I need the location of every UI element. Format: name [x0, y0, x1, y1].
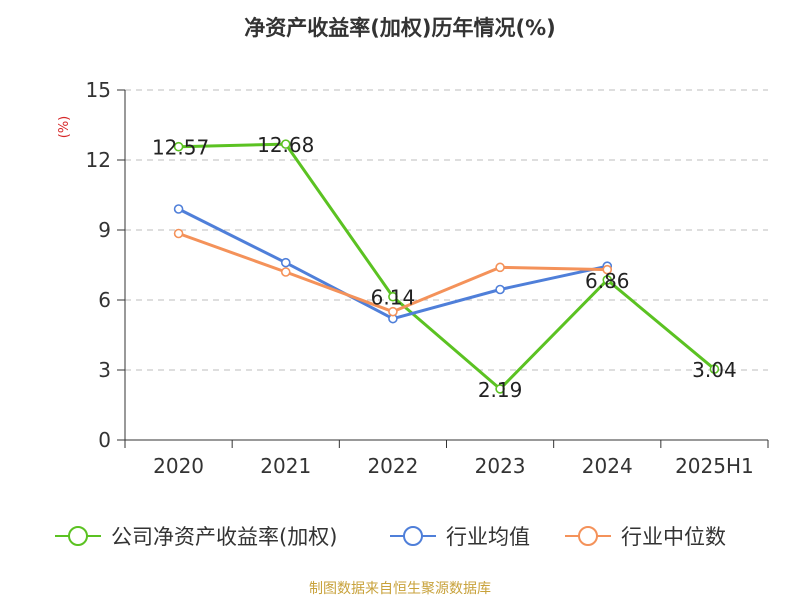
x-tick-label: 2021	[260, 454, 311, 478]
legend: 公司净资产收益率(加权) 行业均值 行业中位数	[55, 525, 726, 549]
legend-marker	[403, 526, 423, 546]
data-labels: 12.57 12.68 6.14 2.19 6.86 3.04	[152, 133, 737, 402]
data-point	[280, 257, 291, 268]
source-note: 制图数据来自恒生聚源数据库	[309, 581, 491, 597]
x-axis: 2020 2021 2022 2023 2024 2025H1	[124, 439, 769, 478]
y-axis: 0 3 6 9 12 15	[86, 78, 126, 452]
series-line-0	[178, 142, 716, 391]
data-point	[388, 306, 398, 317]
data-point	[495, 284, 505, 295]
data-point	[495, 262, 505, 273]
data-point	[602, 264, 613, 275]
legend-marker	[68, 526, 88, 546]
x-tick-label: 2024	[582, 454, 633, 478]
legend-label: 公司净资产收益率(加权)	[111, 525, 337, 549]
data-label: 12.68	[257, 133, 314, 157]
y-tick-label: 9	[98, 218, 111, 242]
data-point	[173, 204, 184, 214]
data-point	[173, 141, 184, 152]
chart-title: 净资产收益率(加权)历年情况(%)	[244, 16, 556, 40]
y-axis-label: (%)	[57, 116, 72, 139]
data-point	[388, 291, 398, 302]
x-tick-label: 2023	[475, 454, 526, 478]
series-group	[173, 139, 720, 394]
data-point	[602, 275, 613, 285]
y-tick-label: 0	[98, 428, 111, 452]
data-point	[280, 139, 291, 149]
gridlines	[125, 89, 768, 371]
data-label: 12.57	[152, 136, 209, 160]
x-tick-label: 2025H1	[675, 454, 754, 478]
data-point	[280, 267, 291, 277]
x-tick-label: 2020	[153, 454, 204, 478]
data-label: 6.86	[585, 269, 630, 293]
data-point	[709, 364, 720, 374]
y-tick-label: 12	[86, 148, 111, 172]
data-point	[495, 384, 505, 394]
y-tick-label: 15	[86, 78, 111, 102]
data-point	[173, 228, 184, 239]
data-label: 2.19	[478, 378, 523, 402]
data-label: 3.04	[692, 358, 737, 382]
x-tick-label: 2022	[367, 454, 418, 478]
data-label: 6.14	[371, 286, 416, 310]
y-tick-label: 3	[98, 358, 111, 382]
legend-label: 行业中位数	[621, 525, 726, 549]
legend-label: 行业均值	[446, 525, 530, 549]
legend-marker	[578, 526, 598, 546]
y-tick-label: 6	[98, 288, 111, 312]
